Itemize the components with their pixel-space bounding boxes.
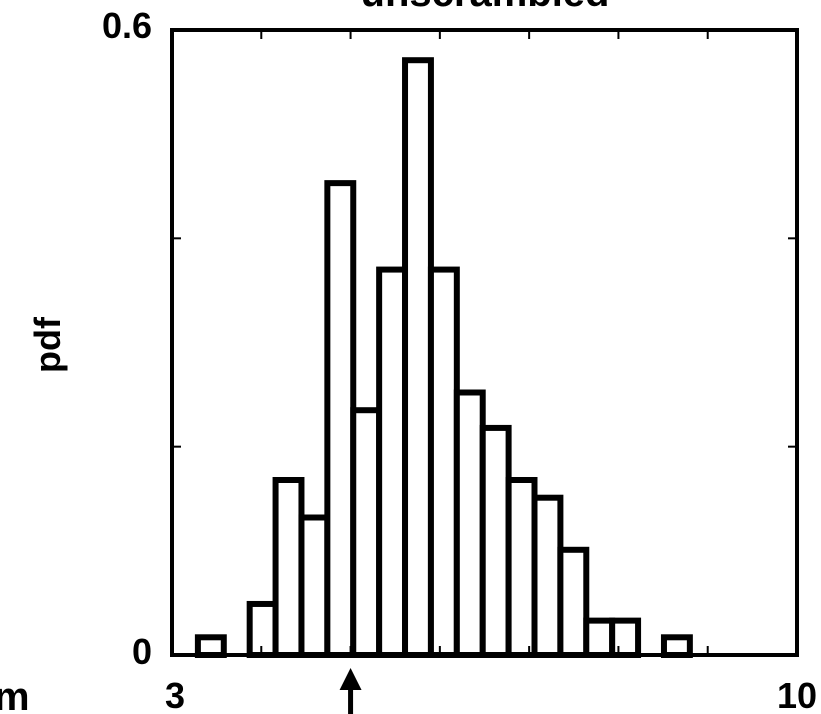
y-tick-label-zero: 0 xyxy=(132,631,152,672)
histogram-bar-5 xyxy=(324,180,357,658)
arrow-marker xyxy=(339,668,362,714)
histogram-bar-10 xyxy=(453,389,486,658)
x-tick-label-min: 3 xyxy=(165,675,185,714)
histogram-bar-11 xyxy=(479,424,512,658)
histogram-bar-14 xyxy=(557,546,590,659)
histogram-bar-3 xyxy=(272,477,305,658)
histogram-bar-8 xyxy=(402,57,434,659)
histogram-bar-9 xyxy=(427,266,460,658)
plot-frame xyxy=(170,28,799,657)
chart-title: unscrambled xyxy=(361,0,610,15)
histogram-bar-6 xyxy=(350,407,383,659)
y-tick-label-max: 0.6 xyxy=(102,5,152,46)
histogram-bar-15 xyxy=(583,617,616,658)
histogram-bar-13 xyxy=(531,494,564,659)
y-axis-label: pdf xyxy=(27,316,68,373)
histogram-bar-4 xyxy=(298,514,331,658)
histogram-bar-2 xyxy=(246,600,279,658)
arrow-head xyxy=(339,668,362,690)
histogram-bar-17 xyxy=(660,634,693,659)
histogram-bar-16 xyxy=(609,617,642,658)
histogram-bars xyxy=(194,57,693,659)
clipped-panel-label: m xyxy=(0,675,30,714)
histogram-bar-12 xyxy=(505,477,538,658)
histogram-bar-7 xyxy=(376,266,409,658)
histogram-bar-1 xyxy=(194,634,227,659)
x-tick-label-max: 10 xyxy=(777,675,817,714)
